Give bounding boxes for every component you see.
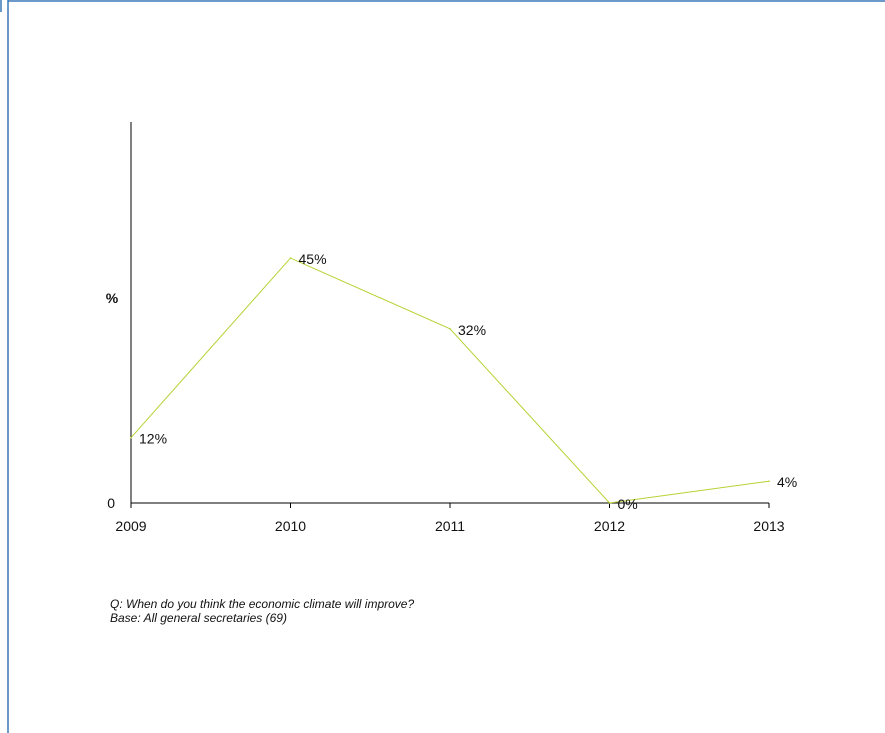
question-note: Q: When do you think the economic climat… [110, 597, 415, 611]
chart-series [130, 257, 770, 504]
data-point [449, 328, 451, 330]
data-label: 45% [299, 251, 327, 267]
x-tick-label: 2013 [753, 518, 784, 534]
x-tick-label: 2012 [594, 518, 625, 534]
data-label: 0% [618, 496, 638, 512]
chart-axes [130, 122, 770, 508]
x-tick-label: 2011 [435, 518, 465, 534]
data-label: 12% [139, 431, 167, 447]
data-label: 32% [458, 322, 486, 338]
base-note: Base: All general secretaries (69) [110, 611, 287, 625]
chart-notes: Q: When do you think the economic climat… [110, 597, 414, 625]
data-label: 4% [777, 474, 797, 490]
data-point [608, 502, 611, 504]
y-axis-label: % [106, 290, 119, 306]
data-point [130, 436, 132, 439]
x-tick-label: 2010 [275, 518, 306, 534]
chart-labels: 2009 2010 2011 2012 2013 0% 12% 45% 32% 0% 4% [106, 251, 797, 534]
data-point [768, 480, 770, 483]
series-line [130, 257, 770, 504]
y-tick-label: 0 [107, 495, 115, 511]
x-tick-label: 2009 [115, 518, 146, 534]
data-point [289, 257, 292, 259]
